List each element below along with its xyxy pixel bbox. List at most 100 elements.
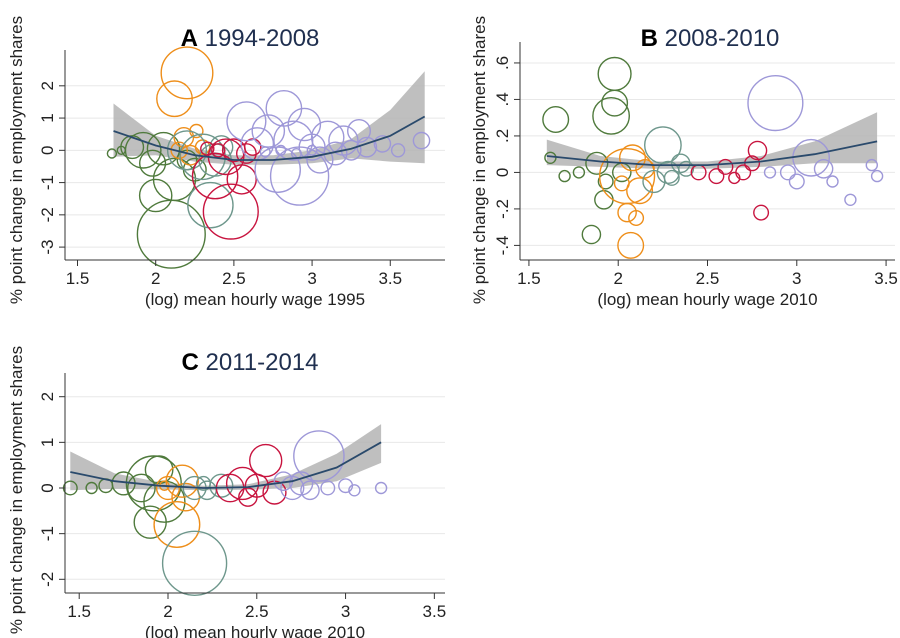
bubble-teal bbox=[166, 130, 208, 171]
bubble-purple bbox=[788, 173, 805, 190]
bubble-purple bbox=[226, 101, 267, 142]
bubble-green bbox=[594, 189, 614, 210]
y-tick-label: -2 bbox=[38, 572, 57, 587]
y-tick-label: 0 bbox=[493, 168, 512, 177]
bubble-orange bbox=[626, 177, 654, 205]
bubble-teal bbox=[644, 126, 682, 165]
y-tick-label: .4 bbox=[493, 92, 512, 106]
x-tick-label: 2.5 bbox=[696, 269, 720, 288]
bubble-orange bbox=[635, 158, 655, 179]
bubble-teal bbox=[678, 160, 695, 177]
bubble-green bbox=[542, 105, 570, 133]
bubble-purple bbox=[348, 484, 361, 497]
bubble-purple bbox=[251, 114, 286, 148]
bubble-green bbox=[136, 199, 206, 269]
panel-title-spacer bbox=[199, 349, 206, 376]
bubble-red bbox=[753, 204, 770, 221]
bubble-green bbox=[592, 96, 630, 135]
bubble-purple bbox=[870, 169, 884, 183]
bubble-red bbox=[226, 164, 257, 195]
bubble-purple bbox=[293, 430, 345, 482]
bubble-orange bbox=[156, 80, 193, 118]
bubble-purple bbox=[826, 175, 839, 188]
y-tick-label: -2 bbox=[38, 207, 57, 222]
bubble-teal bbox=[161, 530, 228, 596]
y-tick-label: -1 bbox=[38, 526, 57, 541]
panel-letter: B bbox=[641, 25, 658, 52]
bubble-purple bbox=[273, 120, 314, 161]
panel-letter: C bbox=[181, 349, 198, 376]
bubble-purple bbox=[779, 164, 796, 181]
y-tick-label: -3 bbox=[38, 240, 57, 255]
bubble-purple bbox=[275, 144, 287, 156]
bubble-teal bbox=[663, 169, 680, 186]
bubble-green bbox=[146, 131, 181, 166]
x-axis-title: (log) mean hourly wage 2010 bbox=[145, 623, 365, 638]
fit-line bbox=[70, 441, 382, 489]
y-tick-label: 1 bbox=[38, 113, 57, 122]
y-tick-label: 0 bbox=[38, 146, 57, 155]
bubble-orange bbox=[619, 144, 647, 172]
panel-years: 2011-2014 bbox=[206, 349, 319, 376]
y-tick-label: 2 bbox=[38, 392, 57, 401]
panel-title-spacer bbox=[658, 25, 665, 52]
y-axis-title: % point change in employment shares bbox=[7, 16, 26, 304]
x-tick-label: 2 bbox=[151, 269, 160, 288]
x-tick-label: 3 bbox=[307, 269, 316, 288]
panel-title: C 2011-2014 bbox=[181, 349, 318, 376]
bubble-orange bbox=[613, 175, 630, 192]
fit-line bbox=[546, 140, 878, 166]
bubble-orange bbox=[170, 141, 188, 160]
panel-a: 1.5 2 2.5 3 3.5 -3 -2 -1 0 1 2 (log) mean hourly wa… bbox=[7, 16, 445, 309]
bubble-purple bbox=[373, 135, 392, 153]
y-axis-title: % point change in employment shares bbox=[7, 346, 26, 634]
bubble-red bbox=[717, 158, 734, 175]
confidence-band bbox=[70, 424, 382, 491]
bubble-orange bbox=[628, 209, 645, 226]
x-axis-title: (log) mean hourly wage 1995 bbox=[145, 290, 365, 309]
bubble-purple bbox=[289, 471, 314, 496]
bubble-orange bbox=[160, 46, 214, 100]
bubble-red bbox=[249, 443, 283, 478]
bubble-purple bbox=[390, 143, 406, 158]
bubble-red bbox=[200, 141, 215, 156]
x-tick-label: 1.5 bbox=[66, 269, 90, 288]
y-axis-title: % point change in employment shares bbox=[470, 16, 489, 304]
bubble-red bbox=[225, 466, 260, 501]
x-tick-label: 3.5 bbox=[423, 602, 447, 621]
bubble-purple bbox=[287, 107, 322, 142]
bubble-purple bbox=[747, 74, 804, 132]
x-tick-label: 3.5 bbox=[378, 269, 402, 288]
bubble-red bbox=[191, 152, 239, 200]
y-tick-label: 0 bbox=[38, 483, 57, 492]
bubble-green bbox=[124, 131, 162, 169]
x-tick-label: 2.5 bbox=[222, 269, 246, 288]
x-tick-label: 2 bbox=[163, 602, 172, 621]
confidence-band bbox=[546, 112, 878, 169]
y-tick-label: .2 bbox=[493, 129, 512, 143]
bubble-orange bbox=[617, 202, 637, 223]
y-tick-label: -.2 bbox=[493, 199, 512, 219]
bubble-green bbox=[106, 148, 118, 159]
bubble-green bbox=[572, 166, 586, 179]
bubble-green bbox=[139, 149, 167, 177]
bubble-red bbox=[211, 143, 226, 158]
bubble-orange bbox=[153, 501, 201, 549]
bubble-red bbox=[728, 171, 741, 185]
bubble-green bbox=[152, 157, 197, 202]
bubble-green bbox=[125, 455, 182, 512]
bubble-purple bbox=[306, 144, 318, 156]
panel-title: B 2008-2010 bbox=[641, 25, 780, 52]
bubble-purple bbox=[412, 131, 431, 150]
x-tick-label: 3.5 bbox=[874, 269, 898, 288]
panel-c: 1.5 2 2.5 3 3.5 -2 -1 0 1 2 (log) mean hourly wage… bbox=[7, 346, 446, 638]
x-tick-label: 3 bbox=[792, 269, 801, 288]
bubble-purple bbox=[259, 146, 271, 158]
bubble-green bbox=[585, 151, 609, 175]
bubble-purple bbox=[300, 480, 320, 501]
bubble-teal bbox=[195, 475, 211, 491]
panel-title-spacer bbox=[198, 25, 205, 52]
x-tick-label: 1.5 bbox=[517, 269, 541, 288]
x-tick-label: 2 bbox=[613, 269, 622, 288]
